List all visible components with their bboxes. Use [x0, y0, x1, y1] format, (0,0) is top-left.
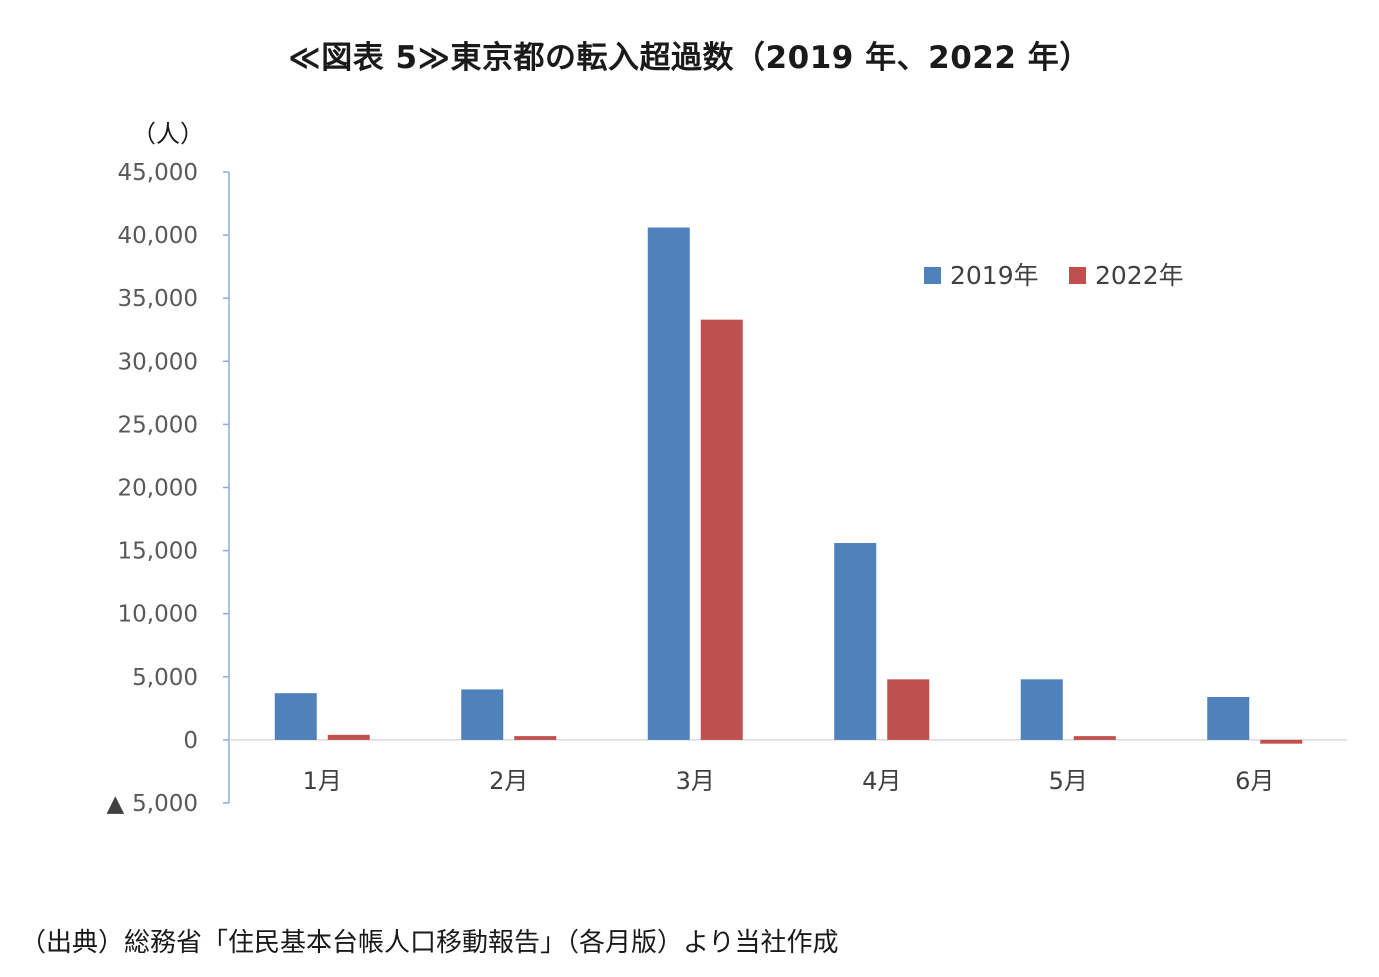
x-category-label: 3月: [676, 767, 715, 795]
bar-2022-2: [514, 736, 557, 740]
legend-label: 2022年: [1095, 261, 1184, 290]
chart-title: ≪図表 5≫東京都の転入超過数（2019 年、2022 年）: [288, 40, 1091, 76]
labels: ▲ 5,000 0 5,000 10,000 15,000 20,000 25,000 30,0…: [106, 160, 1274, 817]
bar-2019-6: [1207, 696, 1250, 740]
bar-2022-4: [887, 679, 930, 740]
bar-2019-5: [1020, 679, 1063, 740]
x-category-label: 4月: [862, 767, 901, 795]
x-category-label: 6月: [1235, 767, 1274, 795]
bar-2019-2: [461, 689, 504, 740]
y-tick-label: 30,000: [118, 349, 198, 375]
y-tick-label: 25,000: [118, 412, 198, 438]
legend: 2019年 2022年: [924, 261, 1184, 290]
y-tick-label: 45,000: [118, 160, 198, 186]
y-tick-label: 5,000: [132, 665, 198, 691]
y-tick-label: 20,000: [118, 476, 198, 502]
axes: [223, 171, 1347, 804]
y-tick-label: 40,000: [118, 223, 198, 249]
y-axis-unit-label: （人）: [132, 120, 204, 148]
y-tick-label: ▲ 5,000: [106, 791, 198, 817]
legend-swatch: [1069, 267, 1086, 284]
legend-swatch: [924, 267, 941, 284]
bar-2019-1: [274, 693, 317, 740]
x-category-label: 1月: [303, 767, 342, 795]
x-category-label: 2月: [489, 767, 528, 795]
y-tick-label: 35,000: [118, 286, 198, 312]
bar-2022-6: [1260, 739, 1303, 744]
bar-2022-3: [700, 319, 743, 740]
bar-2019-4: [834, 543, 877, 740]
x-category-label: 5月: [1049, 767, 1088, 795]
legend-label: 2019年: [950, 261, 1039, 290]
bar-2022-1: [327, 734, 370, 740]
y-tick-label: 15,000: [118, 539, 198, 565]
source-footnote: （出典）総務省「住民基本台帳人口移動報告」（各月版）より当社作成: [20, 928, 839, 958]
bars: [274, 227, 1303, 744]
bar-2019-3: [647, 227, 690, 740]
y-tick-label: 0: [183, 728, 198, 754]
y-tick-label: 10,000: [118, 602, 198, 628]
bar-2022-5: [1073, 736, 1116, 740]
